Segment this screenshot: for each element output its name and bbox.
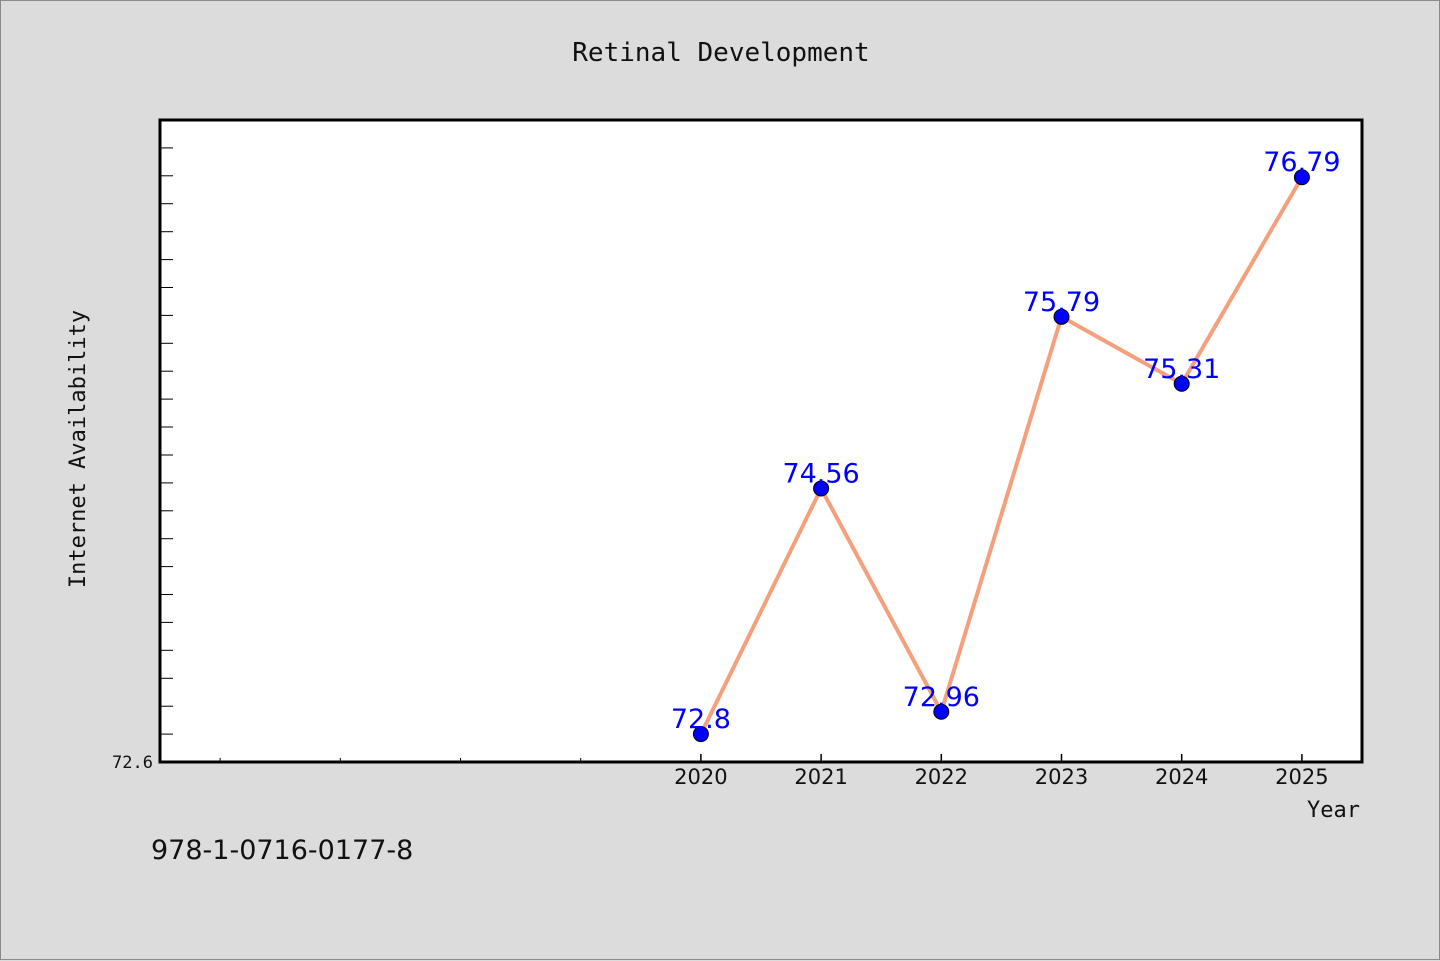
x-tick-label: 2021 <box>794 765 847 789</box>
data-point <box>1293 169 1310 186</box>
data-label: 75.79 <box>1023 287 1100 318</box>
x-axis-ticks: 2020 2021 2022 2023 2024 2025 <box>674 754 1329 789</box>
y-axis-ticks: 72.6 <box>112 753 153 773</box>
data-label: 72.96 <box>903 682 980 713</box>
data-label: 74.56 <box>782 458 859 489</box>
x-tick-label: 2020 <box>674 765 727 789</box>
data-point <box>692 726 709 743</box>
y-minor-ticks <box>160 147 173 735</box>
x-tick-label: 2022 <box>915 765 968 789</box>
isbn-footer: 978-1-0716-0177-8 <box>151 835 414 866</box>
y-tick-label: 72.6 <box>112 753 153 773</box>
data-point <box>1173 375 1190 392</box>
data-labels: 72.8 74.56 72.96 75.79 75.31 76.79 <box>671 147 1341 735</box>
data-point <box>933 703 950 720</box>
chart-title: Retinal Development <box>572 38 869 68</box>
data-label: 75.31 <box>1143 354 1220 385</box>
x-tick-label: 2023 <box>1035 765 1088 789</box>
data-label: 72.8 <box>671 704 731 735</box>
plot-area <box>158 118 1364 764</box>
data-point <box>813 480 830 497</box>
data-label: 76.79 <box>1263 147 1340 178</box>
series-line <box>699 176 1304 735</box>
y-axis-label: Internet Availability <box>66 310 91 588</box>
x-axis-label: Year <box>1307 798 1360 823</box>
data-point <box>1053 308 1070 325</box>
data-points <box>692 169 1310 743</box>
x-tick-label: 2025 <box>1275 765 1328 789</box>
x-tick-label: 2024 <box>1155 765 1208 789</box>
